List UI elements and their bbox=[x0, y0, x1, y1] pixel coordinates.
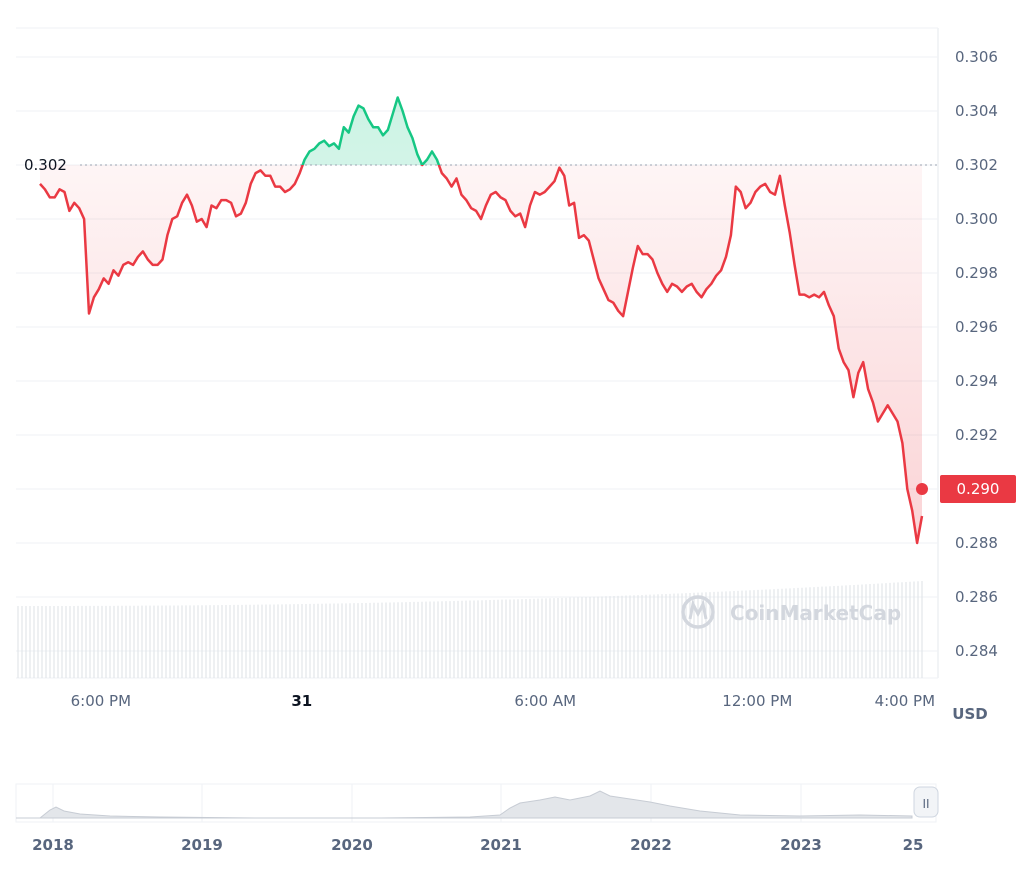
y-tick-label: 0.306 bbox=[955, 48, 998, 66]
navigator-year-ticks: 2018 2019 2020 2021 2022 2023 25 bbox=[32, 836, 923, 854]
navigator-year-label: 2023 bbox=[780, 836, 822, 854]
y-tick-label: 0.294 bbox=[955, 372, 998, 390]
x-tick-label: 6:00 AM bbox=[514, 692, 576, 710]
y-tick-label: 0.300 bbox=[955, 210, 998, 228]
y-axis-ticks: 0.306 0.304 0.302 0.300 0.298 0.296 0.294 0.292… bbox=[955, 48, 998, 660]
coinmarketcap-m-icon bbox=[688, 599, 708, 620]
price-line-up[interactable] bbox=[40, 96, 922, 544]
reference-label: 0.302 bbox=[24, 156, 67, 174]
y-tick-label: 0.302 bbox=[955, 156, 998, 174]
y-tick-label: 0.286 bbox=[955, 588, 998, 606]
navigator-year-label: 2020 bbox=[331, 836, 373, 854]
navigator-year-label: 2022 bbox=[630, 836, 672, 854]
navigator-year-label: 2021 bbox=[480, 836, 522, 854]
navigator-year-label: 25 bbox=[903, 836, 924, 854]
navigator-history-area bbox=[16, 790, 913, 819]
navigator-handle[interactable]: II bbox=[913, 786, 939, 818]
range-navigator[interactable]: II 2018 2019 2020 2021 2022 2023 25 bbox=[15, 783, 939, 854]
navigator-year-label: 2019 bbox=[181, 836, 223, 854]
x-tick-label: 31 bbox=[291, 692, 312, 710]
currency-unit-label: USD bbox=[952, 705, 987, 723]
x-tick-label: 6:00 PM bbox=[71, 692, 131, 710]
area-fill-below-reference bbox=[40, 165, 922, 543]
x-axis-ticks: 6:00 PM 31 6:00 AM 12:00 PM 4:00 PM bbox=[71, 692, 935, 710]
navigator-year-label: 2018 bbox=[32, 836, 74, 854]
current-price-badge-label: 0.290 bbox=[957, 480, 1000, 498]
watermark-text: CoinMarketCap bbox=[730, 601, 901, 625]
y-tick-label: 0.284 bbox=[955, 642, 998, 660]
y-tick-label: 0.292 bbox=[955, 426, 998, 444]
area-fill-above-reference bbox=[40, 97, 922, 165]
y-tick-label: 0.296 bbox=[955, 318, 998, 336]
price-line-down[interactable] bbox=[39, 98, 924, 545]
current-price-badge: 0.290 bbox=[940, 475, 1016, 503]
watermark: CoinMarketCap bbox=[681, 595, 901, 629]
grid-lines bbox=[16, 27, 938, 679]
navigator-handle-bg[interactable] bbox=[913, 786, 939, 818]
y-tick-label: 0.304 bbox=[955, 102, 998, 120]
volume-bars bbox=[17, 581, 923, 678]
navigator-handle-grip-icon: II bbox=[922, 797, 929, 811]
x-tick-label: 12:00 PM bbox=[722, 692, 792, 710]
y-tick-label: 0.288 bbox=[955, 534, 998, 552]
current-price-badge-bg bbox=[940, 475, 1016, 503]
current-price-dot[interactable] bbox=[916, 483, 928, 495]
y-tick-label: 0.298 bbox=[955, 264, 998, 282]
x-tick-label: 4:00 PM bbox=[875, 692, 935, 710]
coinmarketcap-logo-icon bbox=[681, 595, 715, 629]
